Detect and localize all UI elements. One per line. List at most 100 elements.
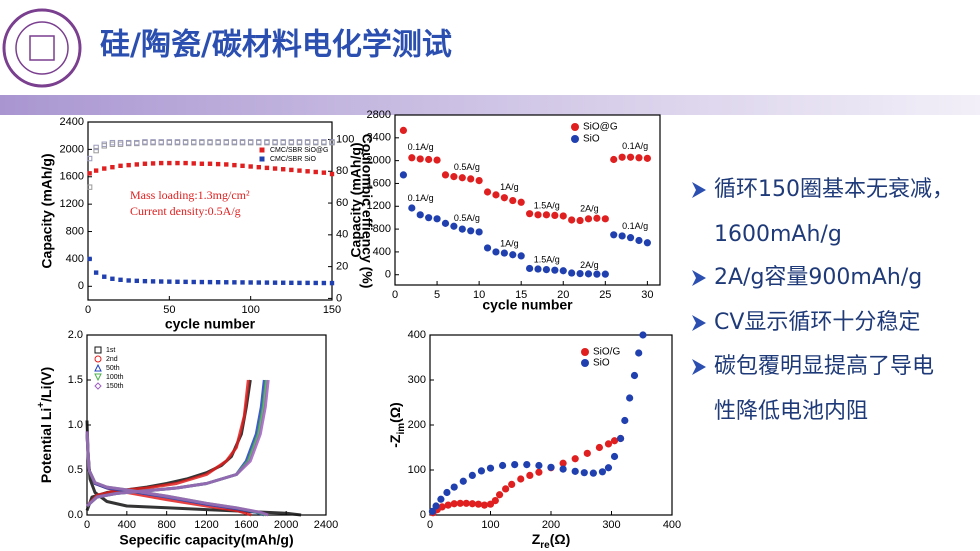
marker (321, 170, 327, 175)
y-tick-label: 0 (78, 280, 84, 292)
annotation: 0.1A/g (622, 221, 648, 231)
marker (313, 139, 319, 145)
marker (256, 164, 261, 170)
marker (86, 155, 93, 162)
x-tick-label: 1200 (194, 519, 218, 531)
marker (441, 171, 450, 179)
marker (618, 232, 626, 240)
marker (433, 215, 441, 223)
marker (595, 443, 604, 452)
x-tick-label: 10 (473, 289, 485, 301)
bullet-arrow (692, 270, 706, 286)
marker (477, 467, 486, 475)
y-tick-label: 0 (420, 509, 426, 521)
y-tick-label: 0.5 (68, 464, 83, 476)
marker (281, 280, 286, 285)
marker (610, 155, 618, 164)
marker (126, 278, 131, 283)
annotation: 0.1A/g (408, 142, 434, 152)
marker (616, 434, 625, 443)
x-tick-label: 20 (557, 289, 569, 301)
series-line (85, 379, 302, 517)
marker (126, 162, 131, 168)
x-tick-label: 25 (599, 289, 611, 301)
marker (450, 222, 458, 230)
marker (272, 139, 278, 145)
x-axis-label: Zre(Ω) (532, 531, 571, 551)
slide-title: 硅/陶瓷/碳材料电化学测试 (100, 28, 452, 63)
marker (502, 485, 510, 493)
marker (248, 280, 253, 285)
marker (584, 215, 593, 223)
legend-label: SiO/G (593, 347, 620, 358)
marker (86, 184, 93, 190)
x-tick-label: 300 (602, 519, 620, 531)
marker (109, 141, 116, 147)
marker (305, 169, 310, 174)
annotation: 1.5A/g (534, 201, 560, 211)
marker (118, 163, 123, 169)
x-tick-label: 15 (515, 289, 527, 301)
marker (232, 162, 237, 168)
marker (425, 214, 433, 222)
marker (576, 216, 584, 225)
marker (272, 166, 278, 171)
marker (142, 139, 148, 145)
marker (94, 363, 102, 372)
marker (534, 211, 542, 219)
marker (576, 269, 584, 278)
bullet-arrow (692, 359, 706, 375)
marker (321, 139, 327, 145)
marker (450, 500, 458, 508)
marker (110, 164, 115, 170)
marker (500, 249, 508, 257)
marker (483, 188, 492, 196)
x-tick-label: 800 (157, 519, 175, 531)
marker (610, 231, 618, 239)
marker (571, 455, 579, 463)
marker (523, 461, 531, 469)
x-axis-label: Sepecific capacity(mAh/g) (119, 532, 293, 548)
y2-tick-label: 60 (336, 197, 348, 209)
legend-label: CMC/SBR SiO (270, 156, 316, 163)
marker (559, 459, 567, 467)
y-axis-label: Potential Li+/Li(V) (36, 367, 54, 483)
x-tick-label: 400 (118, 519, 136, 531)
y-tick-label: 400 (373, 246, 391, 258)
marker (604, 464, 613, 472)
marker (215, 161, 221, 167)
marker (175, 279, 180, 284)
label-part: (Ω) (550, 531, 571, 547)
y-tick-label: 1200 (367, 200, 391, 212)
y-axis-label: Capacity (mAh/g) (39, 153, 55, 268)
x-axis-label: cycle number (165, 316, 256, 332)
label-part: Potential Li (38, 408, 54, 483)
marker (142, 278, 148, 284)
marker (199, 161, 205, 166)
marker (87, 256, 92, 262)
x-axis-label: cycle number (482, 297, 573, 313)
marker (134, 139, 140, 146)
marker (462, 499, 470, 507)
y-tick-label: 300 (408, 374, 426, 386)
label-part: re (540, 540, 550, 551)
marker (264, 280, 270, 285)
marker (191, 161, 196, 166)
marker (450, 483, 458, 491)
marker (231, 139, 238, 145)
marker (626, 234, 635, 242)
marker (535, 461, 543, 470)
marker (508, 480, 516, 488)
marker (166, 139, 173, 145)
marker (174, 139, 181, 145)
marker (399, 126, 408, 135)
marker (584, 270, 593, 278)
marker (491, 497, 499, 505)
x-tick-label: 2000 (274, 519, 298, 531)
y-tick-label: 0.0 (68, 509, 83, 521)
header-band (0, 95, 980, 115)
marker (239, 139, 246, 145)
y-axis-label: Capacity (mAh/g) (348, 142, 364, 257)
marker (288, 139, 295, 145)
marker (134, 278, 139, 284)
